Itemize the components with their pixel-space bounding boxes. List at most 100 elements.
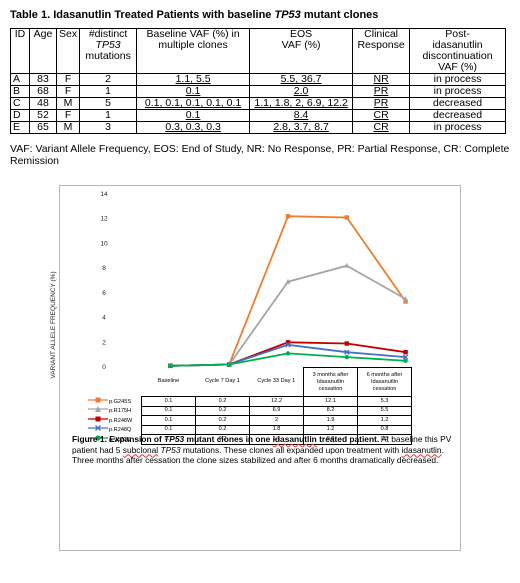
category-label: Cycle 7 Day 1: [205, 378, 240, 385]
category-label: 3 months after Idasanutlin cessation: [303, 367, 358, 397]
cell-sex: M: [55, 121, 81, 134]
y-axis-label: VARIANT ALLELE FREQUENCY (%): [50, 271, 57, 379]
header-clinical-response: Clinical Response: [352, 28, 411, 74]
y-tick-label: 12: [100, 216, 108, 223]
data-point-r175h: [403, 296, 409, 302]
cell-post: in process: [409, 73, 506, 86]
table-row: D 52 F 1 0.1 8.4 CR decreased: [10, 109, 506, 122]
legend-marker-r248w: [88, 416, 108, 422]
data-cell: 8.2: [303, 405, 358, 416]
cell-age: 68: [29, 85, 57, 98]
y-tick-label: 2: [102, 339, 106, 346]
data-cell: 12.2: [249, 396, 304, 407]
cell-age: 83: [29, 73, 57, 86]
data-cell: 5.3: [357, 396, 412, 407]
y-tick-label: 8: [102, 265, 106, 272]
cell-mutations: 1: [79, 109, 138, 122]
data-table-row: p.V172D 0.1 0.2 1.1 0.8 0.5: [87, 434, 412, 445]
data-cell: 2: [249, 415, 304, 426]
figure-caption: Figure 1. Expansion of TP53 mutant clone…: [72, 434, 452, 465]
cell-age: 65: [29, 121, 57, 134]
cell-id: B: [10, 85, 30, 98]
data-table-row: p.R175H 0.1 0.2 6.9 8.2 5.5: [87, 405, 412, 416]
data-cell: 0.2: [195, 415, 250, 426]
legend-marker-v172d: [88, 435, 108, 441]
cell-age: 48: [29, 97, 57, 110]
legend-marker-r175h: [88, 406, 108, 413]
cell-mutations: 1: [79, 85, 138, 98]
data-point-r248q: [285, 342, 291, 348]
data-point-r248q: [402, 354, 409, 360]
y-tick-label: 6: [102, 290, 106, 297]
table-row: C 48 M 5 0.1, 0.1, 0.1, 0.1, 0.1 1.1, 1.…: [10, 97, 506, 110]
line-chart: 0 2 4 6 8 10 12 14: [100, 191, 409, 371]
data-cell: 6.9: [249, 405, 304, 416]
data-point-v172d: [285, 351, 291, 356]
header-sex: Sex: [55, 28, 81, 74]
header-baseline-vaf: Baseline VAF (%) in multiple clones: [136, 28, 251, 74]
figure-panel: 0 2 4 6 8 10 12 14 VARIANT ALLELE FREQUENCY (%)…: [50, 185, 461, 551]
cell-baseline: 0.1: [136, 85, 251, 98]
category-label: 6 months after Idasanutlin cessation: [357, 367, 412, 397]
data-cell: 0.5: [357, 434, 412, 445]
table-row: B 68 F 1 0.1 2.0 PR in process: [10, 85, 506, 98]
cell-baseline: 0.3, 0.3, 0.3: [136, 121, 251, 134]
data-cell: 12.1: [303, 396, 358, 407]
data-point-v172d: [344, 354, 349, 360]
y-tick-label: 0: [102, 364, 106, 371]
data-cell: 0.1: [141, 405, 196, 416]
cell-eos: 2.0: [249, 85, 354, 98]
cell-id: A: [10, 73, 30, 86]
cell-id: D: [10, 109, 30, 122]
data-table-header-row: Baseline Cycle 7 Day 1 Cycle 33 Day 1 3 …: [87, 367, 412, 397]
header-post-discontinuation: Post-idasanutlin discontinuation VAF (%): [409, 28, 506, 74]
data-point-r248w: [344, 341, 349, 346]
data-cell: 0.2: [195, 405, 250, 416]
data-table-row: p.G245S 0.1 0.2 12.2 12.1 5.3: [87, 396, 412, 407]
data-cell: 0.2: [195, 396, 250, 407]
header-age: Age: [29, 28, 57, 74]
cell-post: in process: [409, 85, 506, 98]
patients-table: ID Age Sex #distinct TP53 mutations Baseli…: [10, 28, 506, 134]
cell-sex: F: [55, 73, 81, 86]
cell-baseline: 0.1, 0.1, 0.1, 0.1, 0.1: [136, 97, 251, 110]
cell-sex: F: [55, 85, 81, 98]
header-id: ID: [10, 28, 30, 74]
header-eos-vaf: EOS VAF (%): [249, 28, 354, 74]
cell-eos: 8.4: [249, 109, 354, 122]
data-table-corner: [87, 368, 142, 397]
data-point-g245s: [344, 215, 349, 220]
data-cell: 0.1: [141, 415, 196, 426]
y-tick-label: 10: [100, 240, 108, 247]
table-header-row: ID Age Sex #distinct TP53 mutations Baseli…: [10, 28, 506, 74]
cell-baseline: 1.1, 5.5: [136, 73, 251, 86]
cell-response: PR: [352, 97, 411, 110]
data-point-g245s: [403, 299, 408, 304]
data-point-r175h: [344, 262, 350, 268]
cell-sex: M: [55, 97, 81, 110]
header-distinct-mutations: #distinct TP53 mutations: [79, 28, 138, 74]
data-point-r248w: [403, 349, 408, 355]
cell-response: CR: [352, 109, 411, 122]
data-cell: 5.5: [357, 405, 412, 416]
legend-key-v172d: p.V172D: [87, 435, 142, 445]
cell-response: NR: [352, 73, 411, 86]
data-point-v172d: [168, 363, 173, 368]
cell-age: 52: [29, 109, 57, 122]
cell-id: C: [10, 97, 30, 110]
table-footnote: VAF: Variant Allele Frequency, EOS: End …: [10, 143, 510, 167]
data-point-g245s: [285, 214, 291, 219]
table-title: Table 1. Idasanutlin Treated Patients wi…: [10, 9, 379, 21]
cell-sex: F: [55, 109, 81, 122]
chart-data-table: Baseline Cycle 7 Day 1 Cycle 33 Day 1 3 …: [87, 367, 412, 445]
y-tick-label: 14: [100, 191, 108, 198]
data-table-row: p.R248W 0.1 0.2 2 1.9 1.2: [87, 415, 412, 426]
table-row: E 65 M 3 0.3, 0.3, 0.3 2.8, 3.7, 8.7 CR …: [10, 121, 506, 134]
cell-eos: 5.5, 36.7: [249, 73, 354, 86]
data-point-r248q: [344, 349, 350, 355]
cell-post: in process: [409, 121, 506, 134]
cell-mutations: 3: [79, 121, 138, 134]
cell-response: CR: [352, 121, 411, 134]
cell-post: decreased: [409, 109, 506, 122]
cell-response: PR: [352, 85, 411, 98]
